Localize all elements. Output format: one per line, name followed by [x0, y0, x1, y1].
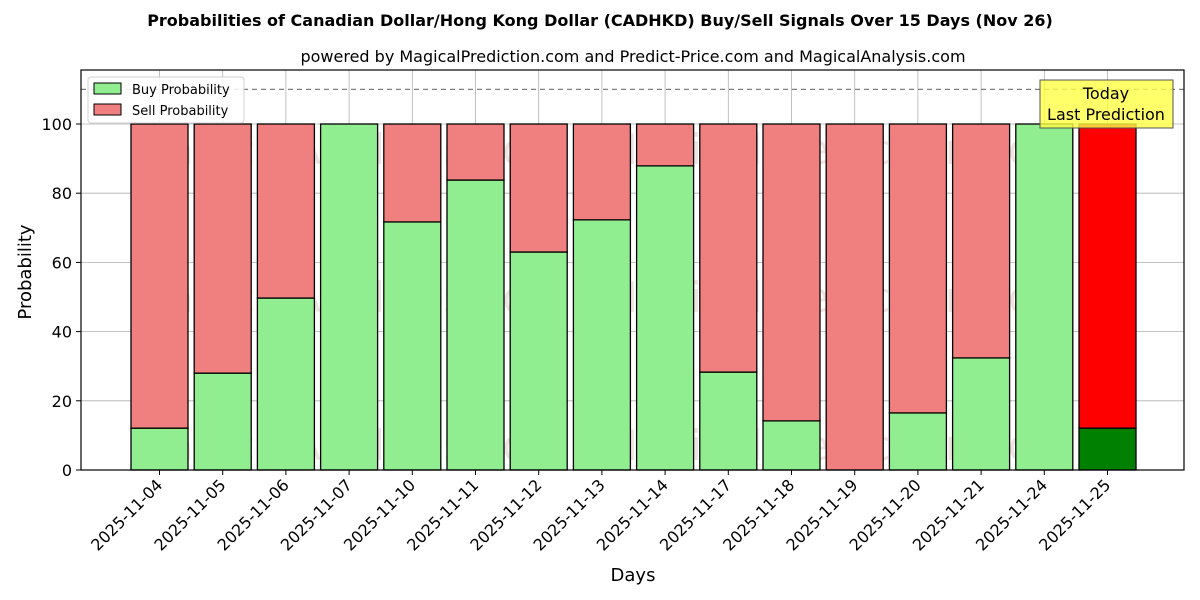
bar-group-2025-11-18 — [762, 123, 821, 471]
sell-bar — [762, 123, 821, 422]
bar-group-2025-11-04 — [130, 123, 189, 471]
buy-bar — [635, 165, 695, 471]
sell-bar — [699, 123, 758, 373]
bar-group-2025-11-06 — [256, 123, 316, 471]
bar-group-2025-11-10 — [383, 123, 442, 471]
sell-bar — [193, 123, 252, 374]
sell-bar — [1078, 123, 1137, 429]
y-tick-label: 20 — [52, 392, 72, 411]
buy-bar — [1078, 427, 1137, 471]
sell-bar — [383, 123, 442, 223]
sell-bar — [509, 123, 568, 253]
sell-bar — [130, 123, 189, 429]
annotation-text: Last Prediction — [1047, 105, 1165, 124]
buy-bar — [383, 221, 442, 471]
buy-bar — [888, 412, 948, 471]
bar-group-2025-11-25 — [1078, 123, 1137, 471]
chart-title: Probabilities of Canadian Dollar/Hong Ko… — [147, 11, 1053, 30]
bar-group-2025-11-13 — [572, 123, 632, 471]
sell-bar — [825, 123, 884, 471]
sell-bar — [446, 123, 505, 181]
buy-bar — [762, 420, 821, 471]
y-tick-label: 60 — [52, 253, 72, 272]
buy-bar — [193, 372, 252, 471]
axes-frame — [80, 69, 1185, 471]
legend: Buy Probability Sell Probability — [87, 76, 245, 124]
bar-group-2025-11-07 — [319, 123, 379, 471]
bar-group-2025-11-19 — [825, 123, 884, 471]
legend-label: Sell Probability — [132, 104, 229, 119]
y-axis-label: Probability — [15, 224, 36, 319]
bar-group-2025-11-11 — [446, 123, 505, 471]
buy-bar — [699, 371, 758, 471]
annotation-text: Today — [1082, 84, 1129, 103]
bar-group-2025-11-12 — [509, 123, 568, 471]
legend-label: Buy Probability — [132, 83, 230, 98]
bar-group-2025-11-24 — [1015, 123, 1074, 471]
plot-area: MagicalAnalysis.comMagicalPrediction.com… — [41, 69, 1185, 555]
buy-bar — [319, 123, 379, 471]
buy-bar — [130, 427, 189, 471]
buy-bar — [1015, 123, 1074, 471]
sell-bar — [256, 123, 316, 299]
bar-group-2025-11-05 — [193, 123, 252, 471]
sell-bar — [888, 123, 948, 414]
legend-swatch — [93, 82, 122, 95]
bar-group-2025-11-14 — [635, 123, 695, 471]
bar-group-2025-11-21 — [951, 123, 1011, 471]
x-axis-label: Days — [611, 565, 656, 586]
bar-group-2025-11-17 — [699, 123, 758, 471]
sell-bar — [951, 123, 1011, 359]
buy-bar — [446, 179, 505, 471]
buy-bar — [572, 219, 632, 471]
chart-subtitle: powered by MagicalPrediction.com and Pre… — [300, 47, 965, 66]
sell-bar — [635, 123, 695, 167]
legend-swatch — [93, 103, 122, 116]
bar-group-2025-11-20 — [888, 123, 948, 471]
y-tick-label: 0 — [62, 461, 72, 480]
sell-bar — [572, 123, 632, 221]
buy-bar — [509, 251, 568, 471]
y-tick-label: 40 — [52, 323, 72, 342]
buy-bar — [951, 357, 1011, 471]
y-tick-label: 100 — [41, 115, 72, 134]
today-annotation: Today Last Prediction — [1039, 79, 1174, 129]
y-tick-label: 80 — [52, 184, 72, 203]
buy-bar — [256, 297, 316, 471]
